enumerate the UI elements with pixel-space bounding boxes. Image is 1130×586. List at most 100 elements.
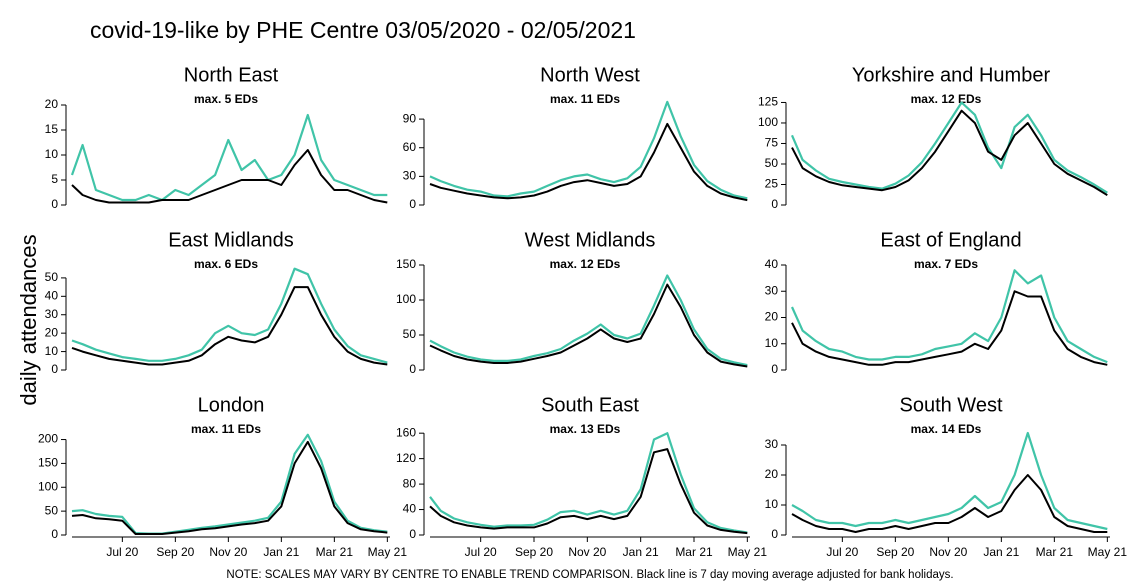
y-tick-label: 80 <box>403 476 417 490</box>
y-tick-label: 30 <box>45 307 59 321</box>
y-tick-label: 10 <box>765 336 779 350</box>
x-tick-label: Sep 20 <box>515 545 553 559</box>
y-tick-label: 10 <box>45 147 59 161</box>
y-tick-label: 0 <box>409 362 416 376</box>
x-tick-label: Jul 20 <box>106 545 138 559</box>
series-line <box>429 283 748 368</box>
y-tick-label: 20 <box>765 467 779 481</box>
x-tick-label: Jan 21 <box>263 545 299 559</box>
series-line <box>70 113 388 202</box>
series-line <box>429 100 748 200</box>
panel-title: London <box>198 394 265 416</box>
y-tick-label: 15 <box>45 122 59 136</box>
y-tick-label: 25 <box>765 177 779 191</box>
y-tick-label: 40 <box>45 288 59 302</box>
annotation: max. 11 EDs <box>191 422 261 436</box>
x-tick-label: Mar 21 <box>675 545 713 559</box>
series-line <box>71 433 388 535</box>
footnote: NOTE: SCALES MAY VARY BY CENTRE TO ENABL… <box>226 569 953 581</box>
y-tick-label: 0 <box>771 362 778 376</box>
series-line <box>71 267 388 364</box>
series-line <box>71 286 388 366</box>
y-axis-label: daily attendances <box>16 234 41 405</box>
y-tick-label: 0 <box>51 197 58 211</box>
x-tick-label: Nov 20 <box>929 545 967 559</box>
panel-title: North West <box>540 64 640 86</box>
y-tick-label: 0 <box>409 197 416 211</box>
annotation: max. 5 EDs <box>194 92 258 106</box>
annotation: max. 11 EDs <box>550 92 620 106</box>
x-tick-label: May 21 <box>368 545 408 559</box>
panel-title: East Midlands <box>168 229 294 251</box>
series-line <box>791 474 1108 533</box>
y-tick-label: 40 <box>765 257 779 271</box>
y-tick-label: 20 <box>45 97 59 111</box>
x-tick-label: Jan 21 <box>983 545 1019 559</box>
y-tick-label: 60 <box>403 140 417 154</box>
y-tick-label: 100 <box>758 115 778 129</box>
x-tick-label: Sep 20 <box>156 545 194 559</box>
panel-title: East of England <box>880 229 1021 251</box>
annotation: max. 13 EDs <box>550 422 621 436</box>
series-line <box>791 290 1108 366</box>
y-tick-label: 150 <box>38 456 58 470</box>
y-tick-label: 50 <box>45 503 59 517</box>
y-tick-label: 90 <box>403 111 417 125</box>
x-tick-label: Mar 21 <box>1036 545 1074 559</box>
y-tick-label: 30 <box>765 437 779 451</box>
series-line <box>71 149 388 204</box>
panel-title: South West <box>899 394 1002 416</box>
y-tick-label: 0 <box>51 527 58 541</box>
series-line <box>429 448 748 535</box>
y-tick-label: 125 <box>758 95 778 109</box>
annotation: max. 14 EDs <box>911 422 982 436</box>
annotation: max. 12 EDs <box>911 92 982 106</box>
y-tick-label: 100 <box>396 292 416 306</box>
y-tick-label: 30 <box>765 283 779 297</box>
y-tick-label: 75 <box>765 136 779 150</box>
x-tick-label: Nov 20 <box>568 545 606 559</box>
series-line <box>429 122 748 202</box>
x-tick-label: May 21 <box>1088 545 1128 559</box>
y-tick-label: 10 <box>45 344 59 358</box>
x-tick-label: Sep 20 <box>876 545 914 559</box>
y-tick-label: 200 <box>38 432 58 446</box>
x-tick-label: Nov 20 <box>209 545 247 559</box>
annotation: max. 12 EDs <box>550 257 621 271</box>
x-tick-label: Jan 21 <box>623 545 659 559</box>
y-tick-label: 20 <box>45 325 59 339</box>
series-line <box>790 269 1108 364</box>
series-line <box>71 440 388 535</box>
y-tick-label: 50 <box>403 327 417 341</box>
panel-title: South East <box>541 394 639 416</box>
y-tick-label: 5 <box>51 172 58 186</box>
x-tick-label: Jul 20 <box>465 545 497 559</box>
series-line <box>429 274 748 367</box>
y-tick-label: 160 <box>396 425 416 439</box>
series-line <box>791 109 1108 197</box>
y-tick-label: 10 <box>765 497 779 511</box>
x-tick-label: May 21 <box>728 545 768 559</box>
y-tick-label: 20 <box>765 310 779 324</box>
chart-title: covid-19-like by PHE Centre 03/05/2020 -… <box>90 17 636 43</box>
y-tick-label: 0 <box>771 197 778 211</box>
series-line <box>791 431 1108 531</box>
series-line <box>790 101 1108 194</box>
x-tick-label: Jul 20 <box>826 545 858 559</box>
y-tick-label: 0 <box>771 527 778 541</box>
x-tick-label: Mar 21 <box>316 545 354 559</box>
y-tick-label: 100 <box>38 479 58 493</box>
y-tick-label: 0 <box>51 362 58 376</box>
y-tick-label: 50 <box>765 156 779 170</box>
y-tick-label: 50 <box>45 270 59 284</box>
panel-title: Yorkshire and Humber <box>852 64 1051 86</box>
panel-title: West Midlands <box>525 229 656 251</box>
annotation: max. 6 EDs <box>194 257 258 271</box>
panel-title: North East <box>184 64 279 86</box>
series-line <box>429 432 748 534</box>
y-tick-label: 30 <box>403 169 417 183</box>
y-tick-label: 0 <box>409 527 416 541</box>
y-tick-label: 40 <box>403 502 417 516</box>
y-tick-label: 150 <box>396 257 416 271</box>
